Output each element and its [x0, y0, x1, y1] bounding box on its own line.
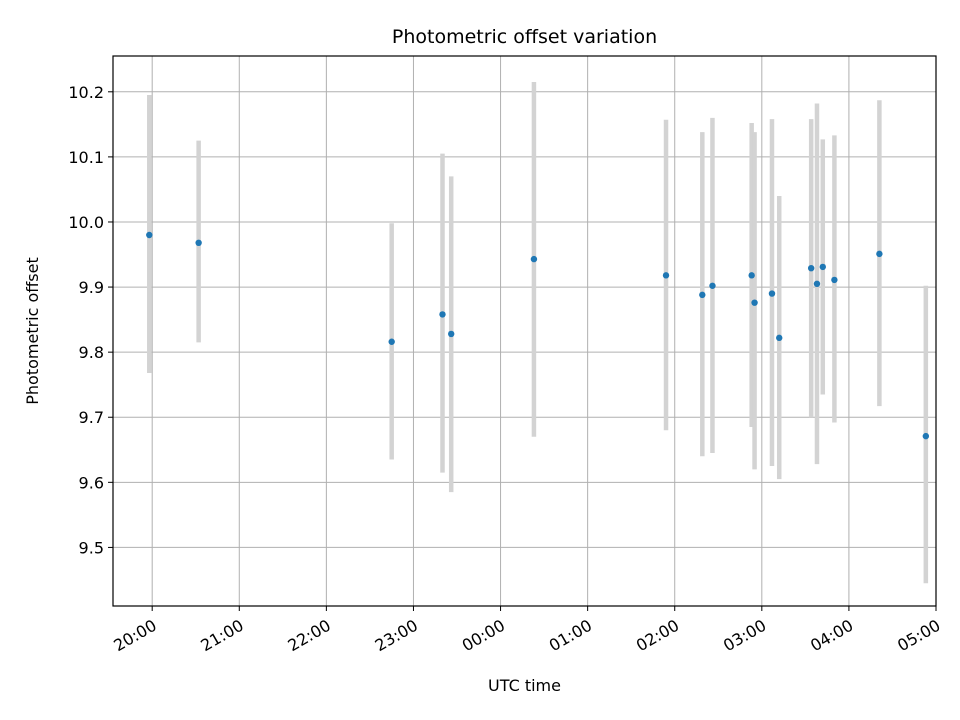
data-point	[751, 299, 758, 306]
data-point	[699, 291, 706, 299]
y-tick-label: 9.5	[79, 538, 104, 557]
data-point	[768, 290, 776, 297]
y-tick-label: 10.0	[68, 213, 104, 232]
y-tick-label: 10.1	[68, 148, 104, 167]
data-point	[776, 334, 783, 342]
y-axis: 9.5 9.6 9.7 9.8 9.9 10.0 10.1 10.2	[68, 83, 113, 557]
data-point	[831, 276, 838, 284]
data-point	[813, 280, 821, 288]
data-point	[876, 250, 883, 258]
y-tick-label: 10.2	[68, 83, 104, 102]
y-tick-label: 9.9	[79, 278, 104, 297]
data-point	[922, 432, 930, 440]
y-axis-label: Photometric offset	[23, 257, 42, 405]
y-tick-label: 9.7	[79, 408, 104, 427]
x-axis-label: UTC time	[488, 676, 561, 695]
data-point	[748, 272, 755, 279]
chart-title: Photometric offset variation	[392, 26, 657, 48]
y-tick-label: 9.6	[79, 473, 104, 492]
data-point	[530, 255, 538, 263]
data-point	[439, 311, 446, 318]
data-point	[146, 231, 153, 239]
plot-frame	[112, 55, 937, 607]
data-points	[146, 231, 930, 440]
data-point	[388, 338, 395, 345]
data-point	[807, 264, 815, 272]
data-point	[709, 282, 716, 289]
data-point	[447, 330, 455, 338]
data-point	[819, 263, 826, 271]
data-point	[195, 239, 202, 247]
y-tick-label: 9.8	[79, 343, 104, 362]
data-point	[662, 272, 670, 279]
